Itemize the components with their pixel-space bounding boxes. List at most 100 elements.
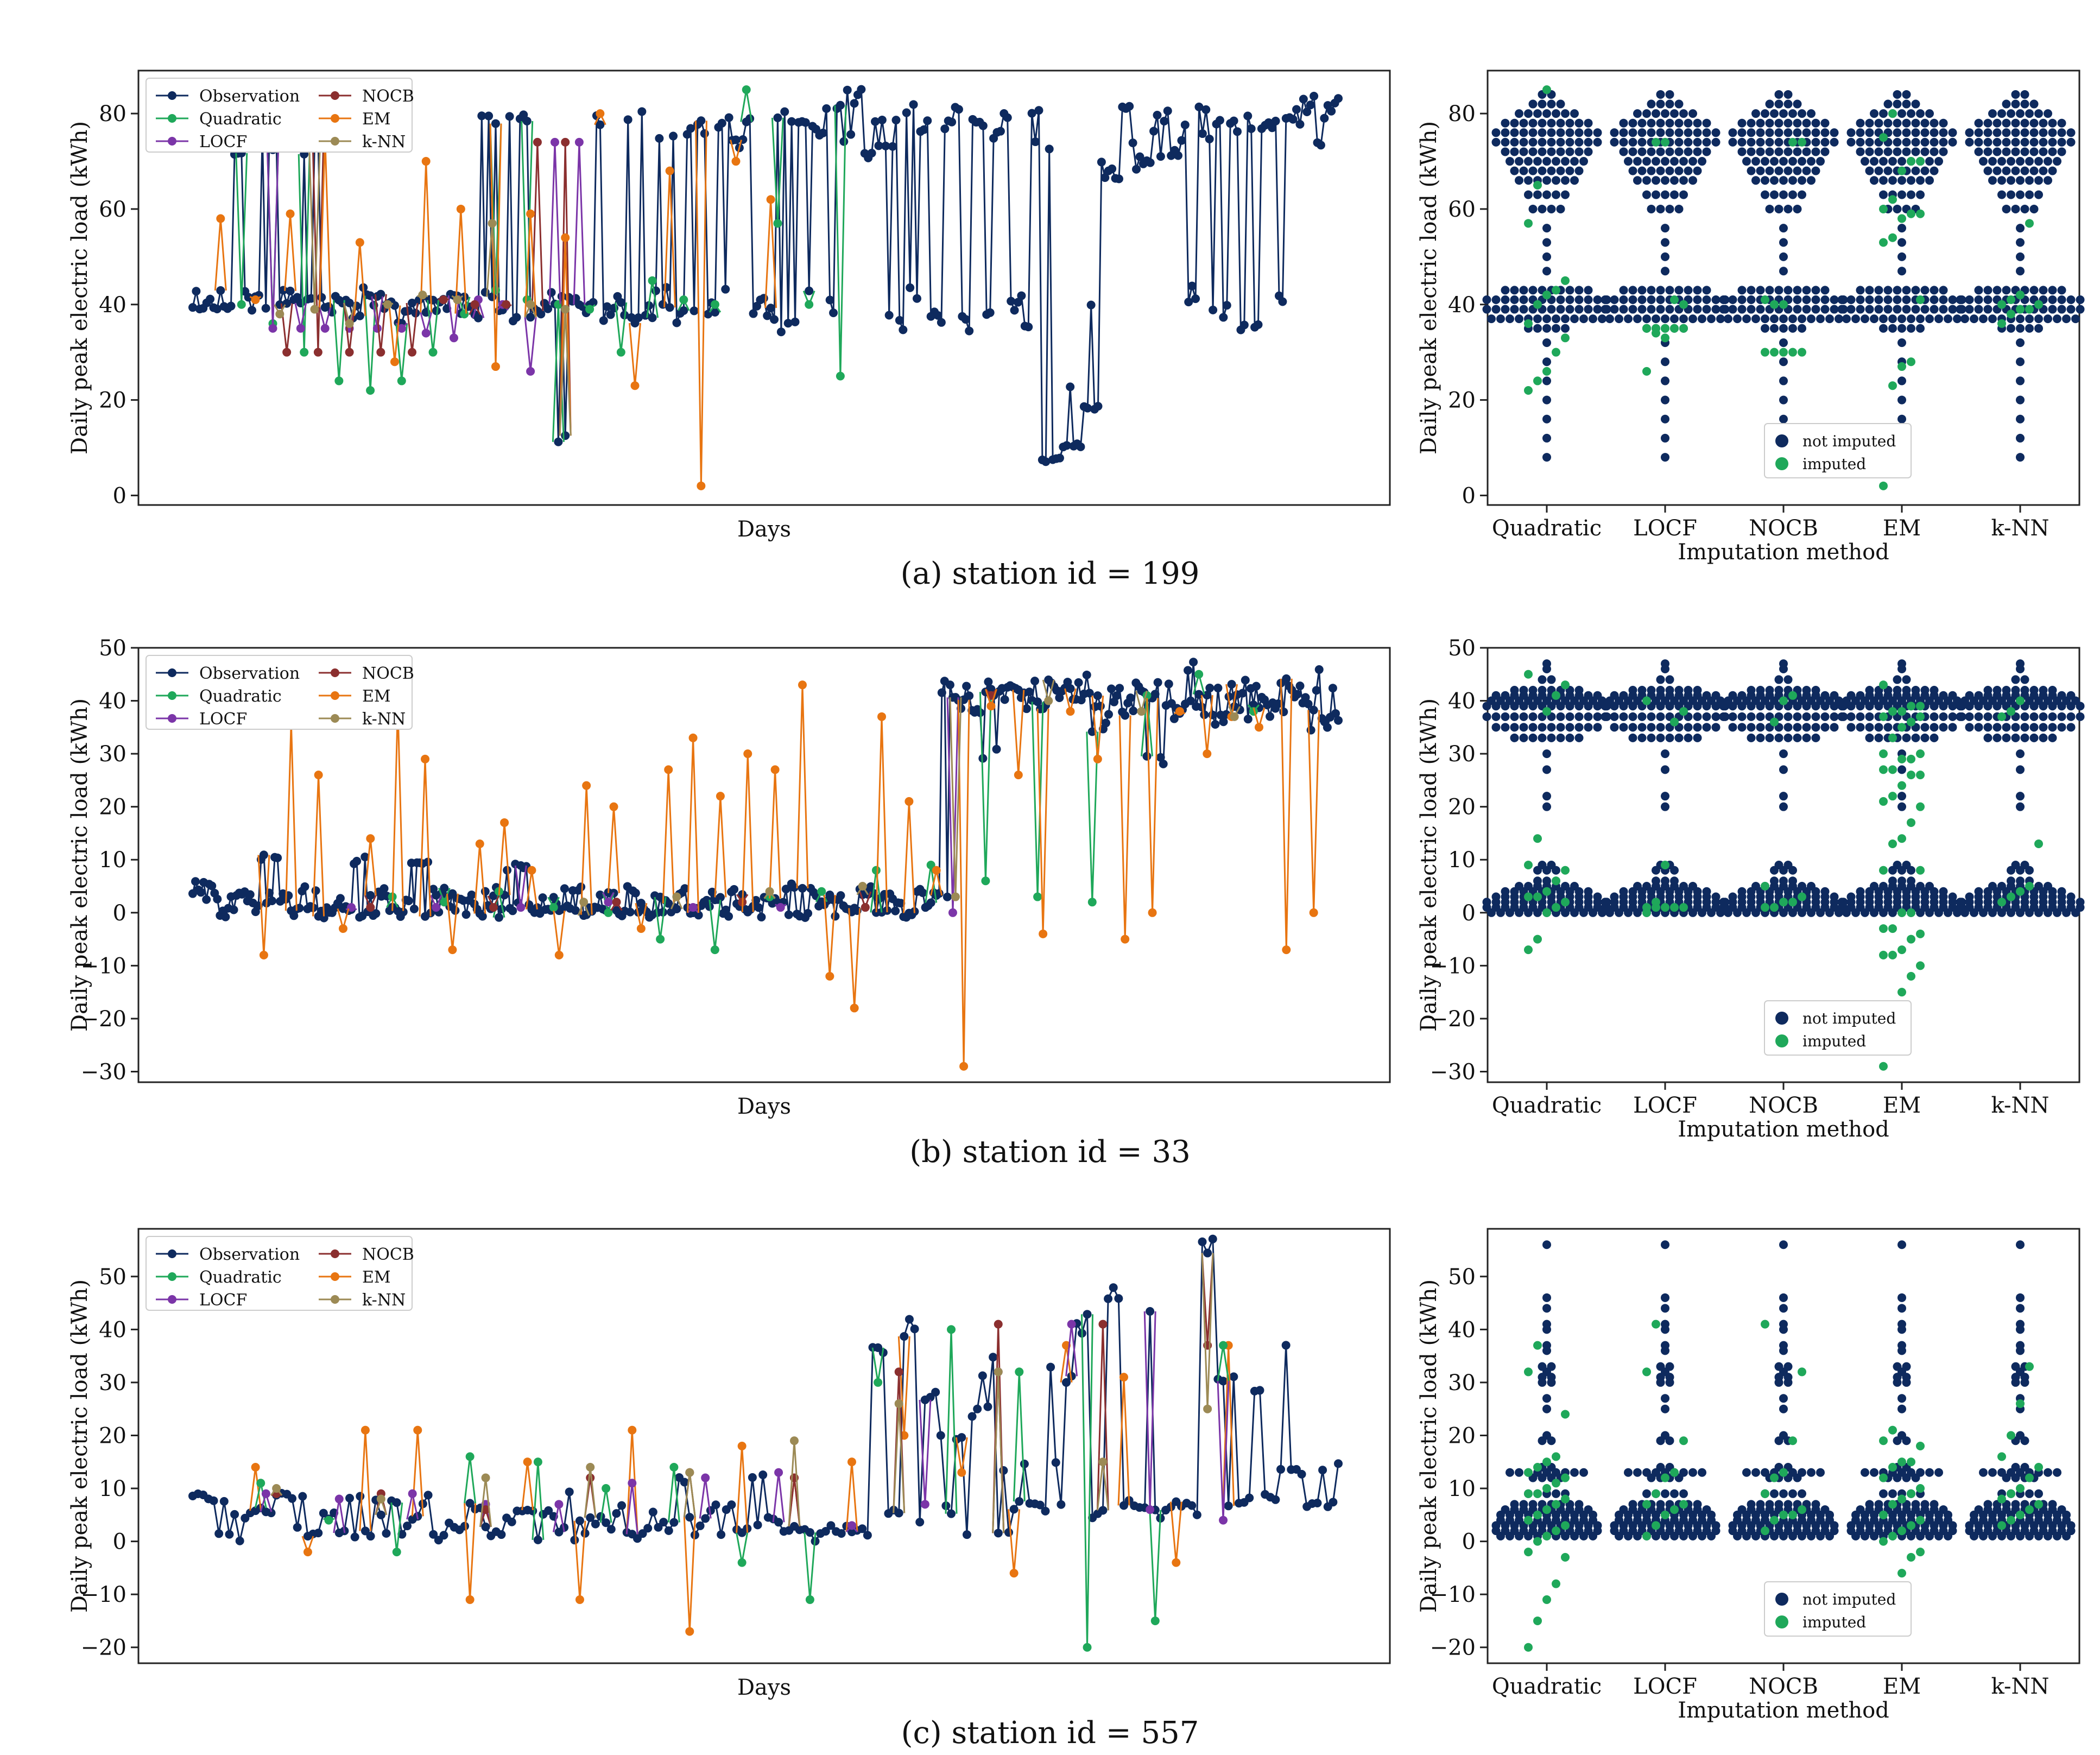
swarm-point-imputed <box>1897 362 1906 371</box>
swarm-point-imputed <box>1888 381 1897 390</box>
swarm-point-not-imputed <box>2039 166 2048 175</box>
swarm-point-imputed <box>1642 903 1651 912</box>
x-tick-label: LOCF <box>1633 516 1697 541</box>
swarm-point-not-imputed <box>1988 157 1997 166</box>
swarm-point-not-imputed <box>1779 1341 1788 1350</box>
swarm-point-not-imputed <box>2034 109 2043 118</box>
observation-point <box>1197 702 1206 711</box>
swarm-point-not-imputed <box>1930 295 1939 304</box>
observation-point <box>1086 300 1096 310</box>
swarm-point-not-imputed <box>2002 99 2011 109</box>
swarm-point-not-imputed <box>1528 712 1538 721</box>
swarm-point-not-imputed <box>1988 1468 1997 1477</box>
swarm-point-imputed <box>1907 1489 1915 1498</box>
legend-swatch-dot <box>1775 457 1788 470</box>
swarm-point-not-imputed <box>1574 295 1584 304</box>
series-knn-imputation <box>577 679 1241 916</box>
swarm-point-not-imputed <box>1524 109 1533 118</box>
swarm-point-not-imputed <box>1979 314 1988 324</box>
swarm-point-not-imputed <box>1542 109 1551 118</box>
swarm-point-not-imputed <box>1783 99 1793 109</box>
swarm-point-not-imputed <box>1542 433 1551 443</box>
swarm-point-not-imputed <box>1628 166 1637 175</box>
swarm-point-imputed <box>1798 137 1806 147</box>
swarm-point-imputed <box>1761 1489 1769 1498</box>
imputation-point <box>1066 707 1075 716</box>
swarm-point-not-imputed <box>1779 749 1788 759</box>
imputation-point <box>460 310 469 319</box>
swarm-point-not-imputed <box>1774 99 1783 109</box>
imputation-point <box>366 834 375 843</box>
swarm-point-not-imputed <box>1565 712 1574 721</box>
swarm-point-not-imputed <box>1652 314 1660 324</box>
swarm-point-imputed <box>2025 1362 2034 1371</box>
observation-point <box>544 1506 553 1515</box>
imputation-point <box>1309 908 1318 917</box>
swarm-point-not-imputed <box>1552 176 1560 185</box>
observation-point <box>570 1536 579 1545</box>
swarm-point-not-imputed <box>1619 137 1628 147</box>
swarm-point-not-imputed <box>2016 324 2025 333</box>
swarm-point-not-imputed <box>1770 157 1779 166</box>
swarm-point-not-imputed <box>1911 166 1920 175</box>
observation-point <box>1055 693 1064 702</box>
swarm-point-not-imputed <box>1574 1500 1584 1509</box>
swarm-point-not-imputed <box>1647 686 1656 695</box>
imputation-point <box>1014 771 1023 780</box>
swarm-point-not-imputed <box>1902 128 1911 137</box>
swarm-point-not-imputed <box>1916 1468 1925 1477</box>
observation-point <box>1066 382 1075 392</box>
series-quadratic-imputation <box>254 1314 1230 1652</box>
swarm-point-not-imputed <box>1693 305 1702 314</box>
swarm-point-not-imputed <box>1793 712 1802 721</box>
swarm-point-not-imputed <box>2011 733 2020 742</box>
swarm-point-not-imputed <box>1846 712 1856 721</box>
swarm-point-not-imputed <box>2002 204 2011 213</box>
swarm-point-imputed <box>1897 781 1906 790</box>
swarm-point-not-imputed <box>1719 305 1728 314</box>
observation-point <box>1198 1237 1207 1246</box>
swarm-point-not-imputed <box>1665 675 1674 684</box>
imputation-point <box>1137 707 1146 716</box>
imputation-point <box>275 310 284 319</box>
imputation-point <box>836 371 845 381</box>
swarm-point-not-imputed <box>1779 376 1788 386</box>
swarm-point-not-imputed <box>1510 166 1519 175</box>
swarm-nocb <box>1719 90 1848 462</box>
swarm-point-not-imputed <box>1939 128 1948 137</box>
swarm-point-not-imputed <box>1570 157 1579 166</box>
swarm-point-not-imputed <box>1628 137 1637 147</box>
observation-point <box>846 130 856 139</box>
swarm-point-not-imputed <box>1779 395 1788 405</box>
swarm-point-not-imputed <box>1637 128 1647 137</box>
observation-point <box>680 884 690 893</box>
swarm-point-not-imputed <box>1993 166 2002 175</box>
swarm-point-not-imputed <box>1547 675 1556 684</box>
swarm-point-not-imputed <box>1897 376 1906 386</box>
observation-point <box>1013 298 1022 307</box>
swarm-point-imputed <box>1552 1452 1560 1461</box>
swarm-point-not-imputed <box>1788 314 1797 324</box>
swarm-point-not-imputed <box>2053 157 2061 166</box>
swarm-point-not-imputed <box>2039 286 2048 295</box>
observation-point <box>221 912 230 921</box>
swarm-point-not-imputed <box>2057 147 2066 156</box>
swarm-point-not-imputed <box>2020 686 2029 695</box>
observation-point <box>1219 313 1228 322</box>
swarm-point-not-imputed <box>1519 137 1528 147</box>
swarm-point-not-imputed <box>1501 147 1510 156</box>
swarm-point-not-imputed <box>1802 723 1811 732</box>
swarm-point-imputed <box>1779 1468 1788 1477</box>
observation-point <box>757 912 766 921</box>
x-tick-label: LOCF <box>1633 1093 1697 1118</box>
observation-point <box>994 1529 1003 1538</box>
swarm-point-not-imputed <box>1565 128 1574 137</box>
swarm-point-not-imputed <box>1911 147 1920 156</box>
y-tick-label: 30 <box>99 1371 126 1396</box>
imputation-point <box>957 1468 966 1477</box>
swarm-point-not-imputed <box>1661 238 1669 247</box>
swarm-point-not-imputed <box>1605 314 1614 324</box>
swarm-point-not-imputed <box>1916 882 1925 891</box>
swarm-point-not-imputed <box>1674 128 1684 137</box>
